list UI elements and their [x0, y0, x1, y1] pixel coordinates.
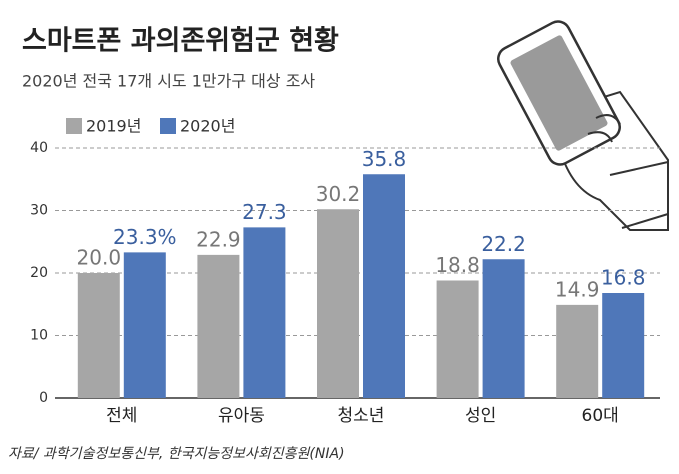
bar [243, 227, 286, 398]
legend-label: 2020년 [180, 117, 235, 136]
x-tick-label: 60대 [582, 406, 619, 426]
legend-swatch [160, 118, 176, 134]
bar [197, 254, 240, 398]
value-label: 16.8 [601, 266, 646, 290]
chart-title: 스마트폰 과의존위험군 현황 [22, 26, 339, 57]
value-label: 22.9 [196, 227, 241, 251]
bar [602, 293, 645, 398]
bar [123, 252, 166, 398]
bar [556, 304, 599, 398]
phone-screen [510, 35, 608, 151]
bar [482, 259, 525, 398]
bar [363, 174, 405, 398]
bar [317, 209, 359, 398]
value-label: 18.8 [435, 253, 480, 277]
value-label: 30.2 [316, 182, 361, 206]
value-label: 27.3 [242, 200, 287, 224]
value-label: 35.8 [362, 147, 407, 171]
bar [77, 273, 120, 398]
legend-swatch [66, 118, 82, 134]
sleeve [609, 161, 669, 229]
value-label: 23.3% [113, 225, 177, 249]
y-tick-label: 20 [30, 265, 48, 281]
x-tick-label: 청소년 [338, 406, 385, 426]
source-note: 자료/ 과학기술정보통신부, 한국지능정보사회진흥원(NIA) [8, 446, 345, 462]
x-tick-label: 성인 [465, 406, 496, 426]
fingers [587, 114, 621, 143]
x-tick-label: 유아동 [218, 406, 265, 426]
x-tick-label: 전체 [106, 406, 137, 426]
y-tick-label: 0 [39, 390, 48, 406]
value-label: 22.2 [481, 232, 526, 256]
value-label: 14.9 [555, 277, 600, 301]
legend-label: 2019년 [86, 117, 141, 136]
phone-illustration [497, 20, 669, 231]
y-tick-label: 10 [30, 328, 48, 344]
y-tick-label: 40 [30, 140, 48, 156]
value-label: 20.0 [77, 246, 122, 270]
y-tick-label: 30 [30, 203, 48, 219]
bar [436, 280, 479, 398]
chart-subtitle: 2020년 전국 17개 시도 1만가구 대상 조사 [22, 72, 315, 91]
